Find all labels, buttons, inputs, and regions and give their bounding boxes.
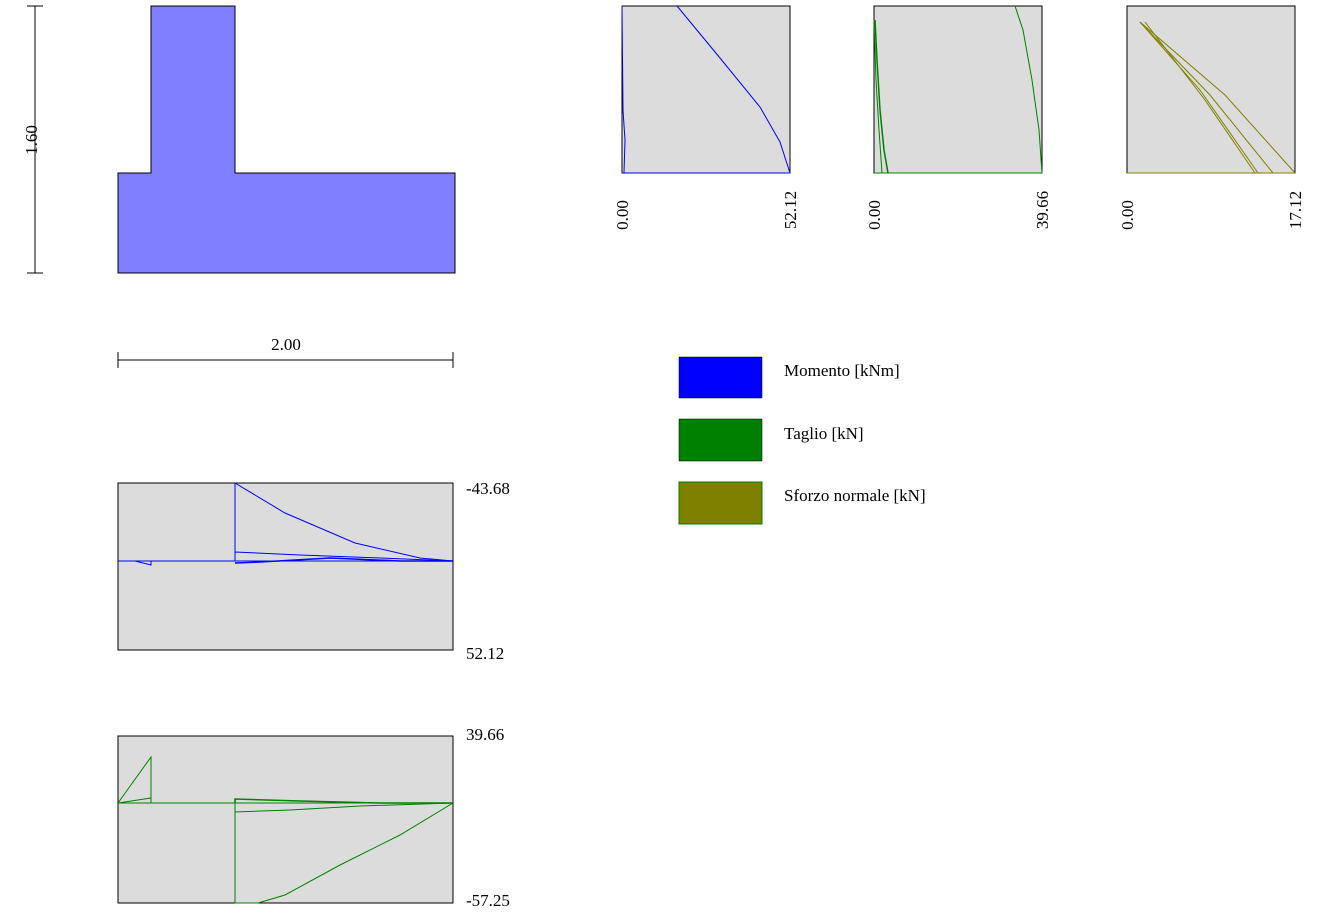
shear-diagram-curve-main — [234, 802, 454, 904]
moment-envelope-curve — [676, 5, 791, 174]
shear-envelope-panel: 0.00 39.66 — [865, 5, 1052, 230]
moment-diagram-top-label: -43.68 — [466, 479, 510, 498]
height-dimension: 1.60 — [22, 5, 43, 274]
shear-diagram-bottom-label: -57.25 — [466, 891, 510, 910]
shear-envelope-curve-near-zero-a — [874, 19, 889, 174]
moment-diagram-curve-secondary — [234, 551, 454, 562]
width-dimension: 2.00 — [117, 335, 454, 368]
shear-envelope-max-label: 39.66 — [1033, 191, 1052, 229]
moment-envelope-curve-near-zero — [621, 5, 626, 174]
legend-swatch-shear — [678, 418, 763, 462]
normal-force-envelope-curve-c — [1139, 21, 1296, 174]
moment-diagram-left-spike — [134, 560, 152, 566]
cross-section-shape — [117, 5, 456, 274]
normal-force-envelope-panel: 0.00 17.12 — [1118, 5, 1305, 230]
shear-envelope-min-label: 0.00 — [865, 200, 884, 230]
normal-force-envelope-max-label: 17.12 — [1286, 191, 1305, 229]
legend-label-moment: Momento [kNm] — [784, 361, 900, 380]
moment-envelope-min-label: 0.00 — [613, 200, 632, 230]
shear-envelope-curve-near-zero-b — [873, 19, 883, 174]
shear-diagram-left-triangle — [117, 755, 152, 804]
normal-force-envelope-curve-d — [1144, 21, 1256, 174]
shear-diagram-top-label: 39.66 — [466, 725, 504, 744]
shear-diagram-curve-secondary — [234, 798, 453, 804]
normal-force-envelope-curve-a — [1139, 21, 1259, 174]
moment-diagram-panel: -43.68 52.12 — [117, 479, 510, 663]
legend-swatch-normal — [678, 481, 763, 525]
moment-diagram-curve-main — [234, 482, 454, 562]
legend-label-shear: Taglio [kN] — [784, 424, 864, 443]
moment-diagram-bottom-label: 52.12 — [466, 644, 504, 663]
shear-diagram-panel: 39.66 -57.25 — [117, 725, 510, 910]
height-dimension-label: 1.60 — [22, 125, 41, 155]
moment-envelope-panel: 0.00 52.12 — [613, 5, 800, 230]
legend: Momento [kNm] Taglio [kN] Sforzo normale… — [678, 356, 926, 525]
shear-envelope-curve — [1014, 5, 1043, 174]
normal-force-envelope-min-label: 0.00 — [1118, 200, 1137, 230]
legend-swatch-moment — [678, 356, 763, 399]
legend-label-normal: Sforzo normale [kN] — [784, 486, 926, 505]
width-dimension-label: 2.00 — [271, 335, 301, 354]
moment-envelope-max-label: 52.12 — [781, 191, 800, 229]
